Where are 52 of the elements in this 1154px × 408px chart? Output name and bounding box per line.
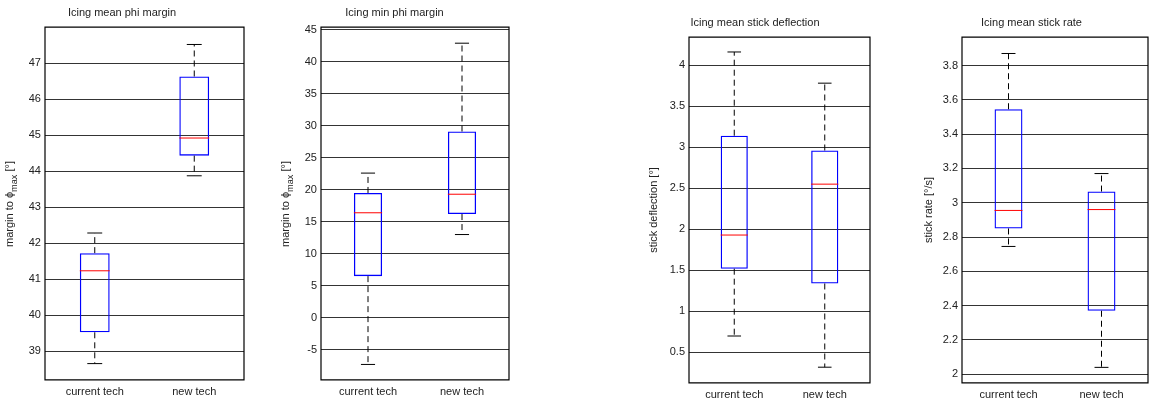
- y-tick-label: 15: [304, 214, 317, 227]
- y-axis-title: stick rate [°/s]: [922, 176, 934, 244]
- y-tick-label: 46: [28, 92, 41, 105]
- y-tick-label: 25: [304, 150, 317, 163]
- y-tick-label: 3.5: [669, 99, 685, 112]
- x-tick-label: current tech: [338, 385, 398, 398]
- y-tick-label: 0.5: [669, 345, 685, 358]
- y-tick-label: 4: [678, 58, 685, 71]
- y-tick-label: 3: [678, 140, 685, 153]
- y-tick-label: 2: [678, 222, 685, 235]
- y-tick-label: 20: [304, 182, 317, 195]
- y-tick-label: 40: [304, 54, 317, 67]
- y-tick-label: 2.4: [942, 298, 958, 311]
- x-tick-label: current tech: [705, 388, 764, 401]
- y-tick-label: 39: [28, 344, 41, 357]
- y-tick-label: 2.2: [942, 332, 958, 345]
- y-tick-label: 40: [28, 308, 41, 321]
- x-tick-label: current tech: [65, 385, 124, 398]
- x-tick-label: new tech: [439, 385, 485, 398]
- x-tick-label: new tech: [1079, 388, 1124, 401]
- x-tick-label: new tech: [802, 388, 847, 401]
- y-tick-label: 10: [304, 246, 317, 259]
- y-tick-label: 47: [28, 56, 41, 69]
- x-tick-label: current tech: [979, 388, 1038, 401]
- chart-title: Icing min phi margin: [345, 5, 444, 18]
- y-tick-label: 1: [678, 304, 685, 317]
- y-tick-label: 3.6: [942, 92, 958, 105]
- y-tick-label: 1.5: [669, 263, 685, 276]
- y-tick-label: 2.5: [669, 181, 685, 194]
- y-axis-title: stick deflection [°]: [647, 167, 659, 253]
- y-tick-label: 3.4: [942, 127, 958, 140]
- y-tick-label: 3: [951, 195, 958, 208]
- y-tick-label: 41: [28, 272, 41, 285]
- y-tick-label: 42: [28, 236, 41, 249]
- y-tick-label: 44: [28, 164, 41, 177]
- chart-title: Icing mean stick rate: [981, 15, 1082, 28]
- y-tick-label: 30: [304, 118, 317, 131]
- y-tick-label: 5: [310, 278, 317, 291]
- y-tick-label: 0: [310, 310, 317, 323]
- y-tick-label: -5: [307, 342, 317, 355]
- x-tick-label: new tech: [172, 385, 217, 398]
- y-tick-label: 45: [304, 22, 317, 35]
- y-tick-label: 2: [951, 367, 958, 380]
- chart-title: Icing mean stick deflection: [690, 15, 820, 28]
- y-tick-label: 35: [304, 86, 317, 99]
- y-tick-label: 2.8: [942, 230, 958, 243]
- chart-title: Icing mean phi margin: [67, 5, 177, 18]
- y-tick-label: 45: [28, 128, 41, 141]
- y-tick-label: 3.8: [942, 58, 958, 71]
- y-tick-label: 3.2: [942, 161, 958, 174]
- y-tick-label: 2.6: [942, 264, 958, 277]
- y-tick-label: 43: [28, 200, 41, 213]
